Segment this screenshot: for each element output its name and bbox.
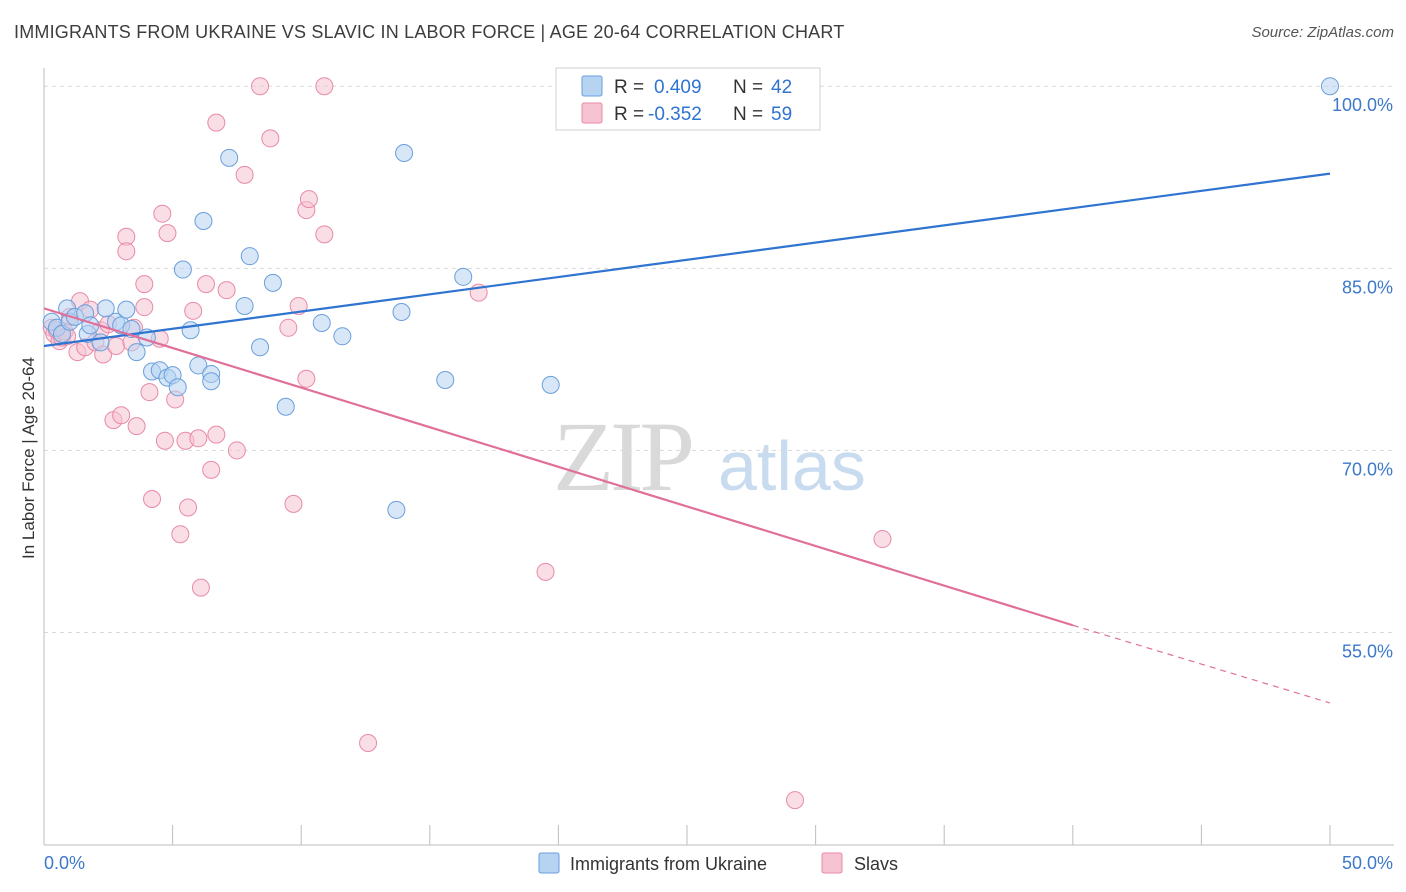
bottom-legend-swatch-slavs [821, 852, 843, 874]
legend-r-value-2: -0.352 [648, 104, 702, 125]
ukraine-trend-line [43, 172, 1331, 348]
ukraine-point [235, 296, 254, 315]
slavs-point [297, 369, 316, 388]
legend-n-label-2: N = [733, 104, 763, 125]
slavs-point [179, 498, 198, 517]
ukraine-point [395, 143, 414, 162]
slavs-point [191, 578, 210, 597]
x-tick-label-min: 0.0% [44, 853, 85, 873]
slavs-point [143, 489, 162, 508]
slavs-trend-line [43, 307, 1074, 627]
y-axis-title: In Labor Force | Age 20-64 [19, 357, 38, 559]
slavs-point [217, 281, 236, 300]
ukraine-point [454, 267, 473, 286]
slavs-point [359, 734, 378, 753]
ukraine-point [276, 397, 295, 416]
legend-r-label-1: R = [614, 77, 644, 98]
slavs-point [127, 417, 146, 436]
slavs-point [315, 77, 334, 96]
ukraine-point [202, 372, 221, 391]
y-tick-label: 55.0% [1342, 642, 1393, 662]
slavs-point [135, 275, 154, 294]
bottom-legend-swatch-ukraine [538, 852, 560, 874]
y-tick-labels: 55.0% 70.0% 85.0% 100.0% [1332, 95, 1393, 661]
source-label: Source: ZipAtlas.com [1251, 24, 1394, 41]
slavs-point [251, 77, 270, 96]
slavs-point [140, 383, 159, 402]
watermark-atlas: atlas [718, 427, 866, 505]
slavs-point [261, 129, 280, 148]
slavs-point [279, 318, 298, 337]
slavs-point [197, 275, 216, 294]
ukraine-point [263, 273, 282, 292]
legend-swatch-slavs [581, 102, 603, 124]
slavs-point [107, 337, 126, 356]
y-tick-label: 70.0% [1342, 459, 1393, 479]
y-tick-label: 85.0% [1342, 277, 1393, 297]
slavs-point [873, 530, 892, 549]
legend-r-value-1: 0.409 [654, 77, 702, 98]
legend-r-label-2: R = [614, 104, 644, 125]
ukraine-point [96, 299, 115, 318]
legend-swatch-ukraine [581, 75, 603, 97]
slavs-point [158, 224, 177, 243]
slavs-point [189, 429, 208, 448]
legend-n-value-1: 42 [771, 77, 792, 98]
ukraine-point [91, 333, 110, 352]
ukraine-point [1321, 77, 1339, 96]
ukraine-point [541, 375, 560, 394]
chart-title: IMMIGRANTS FROM UKRAINE VS SLAVIC IN LAB… [14, 22, 845, 42]
slavs-point [171, 525, 190, 544]
ukraine-point [168, 378, 187, 397]
x-tick-labels: 0.0% 50.0% [44, 853, 1393, 873]
ukraine-point [251, 338, 270, 357]
axes [43, 68, 1394, 846]
slavs-point [135, 298, 154, 317]
stats-legend: R = 0.409 N = 42 R = -0.352 N = 59 [555, 67, 821, 131]
legend-n-value-2: 59 [771, 104, 792, 125]
ukraine-point [194, 211, 213, 230]
slavs-point [315, 225, 334, 244]
ukraine-point [436, 371, 455, 390]
legend-n-label-1: N = [733, 77, 763, 98]
ukraine-point [392, 303, 411, 322]
ukraine-point [173, 260, 192, 279]
bottom-legend-label-ukraine: Immigrants from Ukraine [570, 854, 767, 874]
slavs-point [786, 791, 805, 810]
slavs-point [112, 406, 131, 425]
x-tick-label-max: 50.0% [1342, 853, 1393, 873]
slavs-point [284, 494, 303, 513]
watermark-zip: ZIP [553, 401, 691, 512]
slavs-point [207, 425, 226, 444]
slavs-point [227, 441, 246, 460]
ukraine-point [220, 148, 239, 167]
slavs-point [235, 165, 254, 184]
slavs-point [184, 301, 203, 320]
slavs-point [299, 190, 318, 209]
trend-lines [43, 172, 1331, 704]
bottom-legend-label-slavs: Slavs [854, 854, 898, 874]
ukraine-point [117, 300, 136, 319]
slavs-point [536, 562, 555, 581]
slavs-trend-line-extension [1072, 624, 1331, 704]
slavs-point [207, 113, 226, 132]
slavs-point [155, 431, 174, 450]
slavs-point [117, 242, 136, 261]
ukraine-point [181, 321, 200, 340]
slavs-point [202, 460, 221, 479]
ukraine-point [127, 343, 146, 362]
ukraine-point [312, 313, 331, 332]
ukraine-point [240, 247, 259, 266]
series-legend: Immigrants from Ukraine Slavs [538, 852, 898, 874]
ukraine-point [387, 500, 406, 519]
y-tick-label: 100.0% [1332, 95, 1393, 115]
slavs-point [153, 204, 172, 223]
ukraine-point [333, 327, 352, 346]
